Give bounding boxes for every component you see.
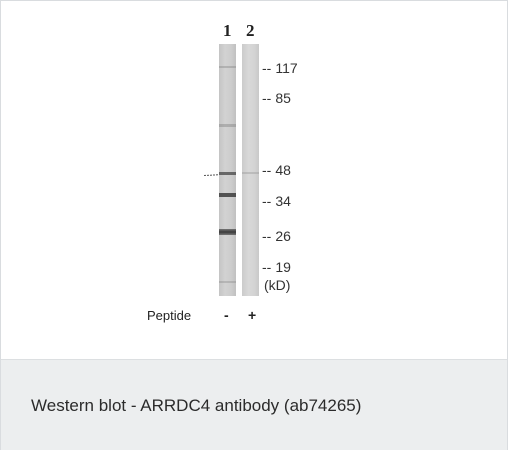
band-34 xyxy=(219,193,236,197)
caption-bar: Western blot - ARRDC4 antibody (ab74265) xyxy=(1,359,507,450)
peptide-minus: - xyxy=(224,307,229,323)
western-blot-figure: 1 2 -- 117 -- 85 -- 48 -- 34 -- 26 -- 19 (kD) … xyxy=(1,1,507,359)
marker-117: -- 117 xyxy=(262,60,298,76)
peptide-label: Peptide xyxy=(147,308,192,323)
unit-label: (kD) xyxy=(264,277,291,293)
lane-number-1: 1 xyxy=(223,21,232,40)
band-faint-2 xyxy=(219,124,236,127)
blot-lane-2 xyxy=(242,44,259,296)
figure-caption: Western blot - ARRDC4 antibody (ab74265) xyxy=(31,396,362,415)
marker-34: -- 34 xyxy=(262,193,291,209)
band-faint-1 xyxy=(219,66,236,68)
band-faint-3 xyxy=(219,281,236,283)
blot-lane-1 xyxy=(219,44,236,296)
band-faint-lane2 xyxy=(242,172,259,174)
marker-85: -- 85 xyxy=(262,90,291,106)
lane-number-2: 2 xyxy=(246,21,255,40)
peptide-plus: + xyxy=(248,307,257,323)
arrow-icon xyxy=(204,174,218,176)
marker-19: -- 19 xyxy=(262,259,291,275)
band-48 xyxy=(219,172,236,175)
marker-26: -- 26 xyxy=(262,228,291,244)
marker-48: -- 48 xyxy=(262,162,291,178)
band-26 xyxy=(219,229,236,235)
